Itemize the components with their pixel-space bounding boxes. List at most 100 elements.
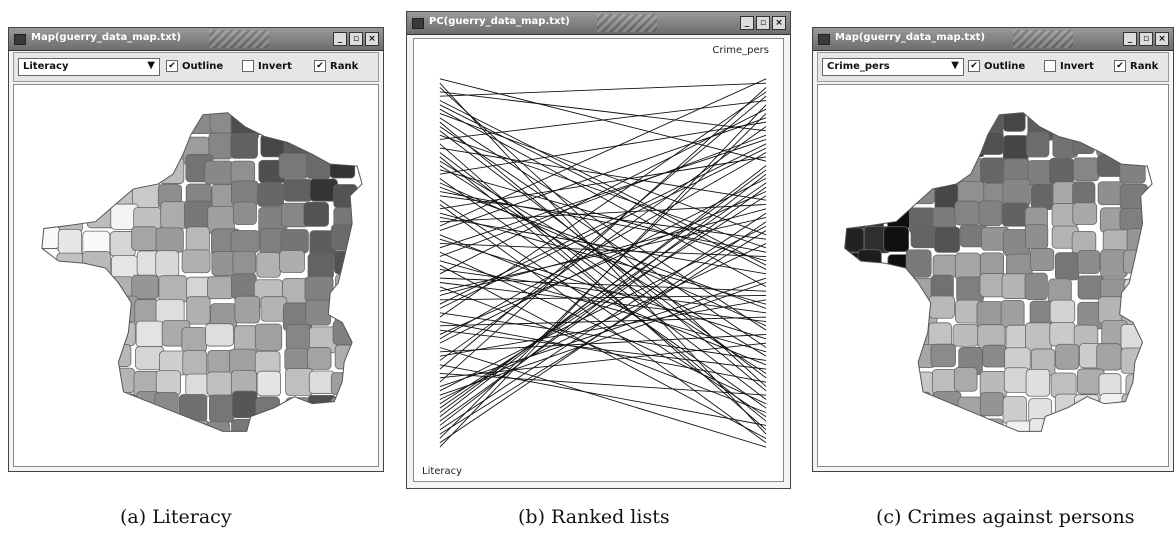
department-region[interactable] — [55, 276, 85, 303]
department-region[interactable] — [933, 157, 962, 184]
department-region[interactable] — [979, 392, 1004, 417]
department-region[interactable] — [156, 415, 182, 438]
department-region[interactable] — [1122, 415, 1151, 440]
department-region[interactable] — [38, 202, 64, 229]
department-region[interactable] — [37, 298, 62, 324]
department-region[interactable] — [334, 344, 363, 370]
department-region[interactable] — [230, 230, 260, 253]
department-region[interactable] — [206, 421, 231, 446]
variable-select[interactable]: Literacy ▼ — [18, 58, 160, 76]
department-region[interactable] — [978, 200, 1003, 227]
window-menu-icon[interactable] — [818, 34, 830, 45]
maximize-icon[interactable]: ▫ — [349, 32, 363, 46]
variable-select[interactable]: Crime_pers ▼ — [822, 58, 964, 76]
department-region[interactable] — [279, 250, 305, 273]
department-region[interactable] — [836, 369, 864, 394]
department-region[interactable] — [130, 415, 155, 443]
department-region[interactable] — [307, 347, 332, 370]
department-region[interactable] — [303, 414, 328, 442]
department-region[interactable] — [234, 295, 260, 324]
department-region[interactable] — [62, 302, 87, 329]
department-region[interactable] — [304, 276, 334, 303]
department-region[interactable] — [330, 372, 358, 396]
department-region[interactable] — [329, 155, 356, 179]
chevron-down-icon[interactable]: ▼ — [951, 60, 959, 71]
department-region[interactable] — [185, 226, 210, 254]
department-region[interactable] — [135, 158, 161, 182]
department-region[interactable] — [885, 299, 912, 327]
unchecked-box-icon[interactable] — [242, 60, 254, 72]
department-region[interactable] — [1074, 394, 1100, 420]
department-region[interactable] — [32, 225, 60, 249]
department-region[interactable] — [232, 201, 257, 225]
choropleth-map[interactable] — [818, 85, 1168, 466]
department-region[interactable] — [304, 106, 332, 131]
department-region[interactable] — [131, 274, 159, 300]
department-region[interactable] — [977, 324, 1006, 349]
department-region[interactable] — [860, 397, 888, 426]
department-region[interactable] — [233, 325, 258, 353]
department-region[interactable] — [862, 417, 889, 446]
maximize-icon[interactable]: ▫ — [1139, 32, 1153, 46]
department-region[interactable] — [278, 152, 309, 179]
department-region[interactable] — [882, 390, 909, 416]
department-region[interactable] — [303, 201, 329, 227]
department-region[interactable] — [931, 369, 958, 395]
department-region[interactable] — [1054, 252, 1080, 281]
department-region[interactable] — [859, 112, 884, 137]
department-region[interactable] — [104, 418, 129, 442]
department-region[interactable] — [934, 226, 960, 253]
department-region[interactable] — [34, 131, 60, 159]
department-region[interactable] — [1002, 178, 1031, 207]
department-region[interactable] — [231, 180, 259, 206]
department-region[interactable] — [181, 249, 211, 274]
department-region[interactable] — [928, 295, 955, 319]
department-region[interactable] — [953, 367, 978, 392]
department-region[interactable] — [1125, 374, 1153, 400]
department-region[interactable] — [110, 322, 136, 347]
department-region[interactable] — [83, 156, 111, 183]
invert-checkbox[interactable]: Invert — [1044, 60, 1094, 72]
department-region[interactable] — [838, 300, 863, 328]
department-region[interactable] — [1003, 367, 1030, 393]
choropleth-map[interactable] — [14, 85, 378, 466]
department-region[interactable] — [305, 299, 332, 326]
department-region[interactable] — [857, 179, 886, 207]
department-region[interactable] — [155, 298, 185, 324]
department-region[interactable] — [887, 111, 917, 136]
department-region[interactable] — [930, 343, 956, 368]
department-region[interactable] — [82, 250, 111, 276]
department-region[interactable] — [205, 323, 234, 347]
department-region[interactable] — [83, 397, 111, 424]
department-region[interactable] — [1030, 248, 1055, 272]
department-region[interactable] — [85, 108, 112, 133]
unchecked-box-icon[interactable] — [1044, 60, 1056, 72]
department-region[interactable] — [82, 302, 112, 329]
department-region[interactable] — [55, 133, 81, 160]
department-region[interactable] — [62, 182, 88, 209]
department-region[interactable] — [908, 180, 935, 205]
department-region[interactable] — [835, 112, 862, 140]
department-region[interactable] — [859, 344, 883, 368]
department-region[interactable] — [863, 160, 891, 187]
department-region[interactable] — [33, 248, 60, 276]
department-region[interactable] — [255, 396, 281, 422]
department-region[interactable] — [887, 344, 911, 368]
department-region[interactable] — [111, 295, 139, 323]
department-region[interactable] — [207, 276, 234, 300]
department-region[interactable] — [1123, 278, 1151, 307]
department-region[interactable] — [35, 273, 65, 302]
department-region[interactable] — [1119, 208, 1146, 231]
department-region[interactable] — [256, 370, 282, 397]
window-menu-icon[interactable] — [14, 34, 26, 45]
department-region[interactable] — [158, 157, 185, 184]
department-region[interactable] — [860, 272, 889, 297]
department-region[interactable] — [56, 418, 84, 444]
department-region[interactable] — [231, 390, 258, 419]
department-region[interactable] — [158, 275, 188, 303]
department-region[interactable] — [906, 391, 932, 420]
department-region[interactable] — [954, 252, 981, 281]
maximize-icon[interactable]: ▫ — [756, 16, 770, 30]
department-region[interactable] — [35, 397, 62, 422]
department-region[interactable] — [953, 421, 976, 446]
